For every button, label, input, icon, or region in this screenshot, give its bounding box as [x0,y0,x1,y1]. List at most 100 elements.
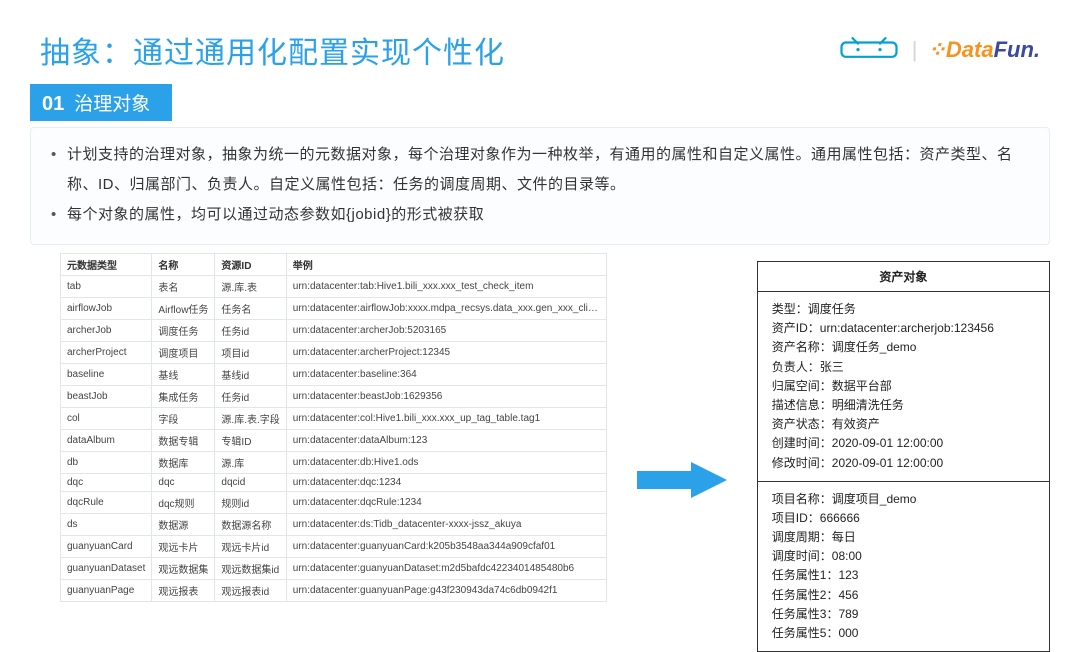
table-cell: 观远数据集 [152,558,215,580]
table-header: 名称 [152,254,215,276]
metadata-table: 元数据类型名称资源ID举例 tab表名源.库.表urn:datacenter:t… [60,253,607,602]
table-cell: archerJob [61,320,152,342]
table-cell: 规则id [215,492,286,514]
table-row: dqcRuledqc规则规则idurn:datacenter:dqcRule:1… [61,492,607,514]
table-cell: 调度项目 [152,342,215,364]
table-cell: urn:datacenter:baseline:364 [286,364,606,386]
table-cell: 数据库 [152,452,215,474]
table-cell: 集成任务 [152,386,215,408]
table-row: airflowJobAirflow任务任务名urn:datacenter:air… [61,298,607,320]
bilibili-logo-icon [836,37,902,64]
logos: | ⁘DataFun. [836,37,1040,64]
table-cell: dataAlbum [61,430,152,452]
table-cell: 源.库.表 [215,276,286,298]
asset-general-props: 类型：调度任务资产ID：urn:datacenter:archerjob:123… [758,292,1049,481]
table-cell: 数据源名称 [215,514,286,536]
table-cell: urn:datacenter:dataAlbum:123 [286,430,606,452]
table-cell: 源.库.表.字段 [215,408,286,430]
table-cell: db [61,452,152,474]
table-row: dataAlbum数据专辑专辑IDurn:datacenter:dataAlbu… [61,430,607,452]
table-cell: urn:datacenter:guanyuanPage:g43f230943da… [286,580,606,602]
table-cell: urn:datacenter:guanyuanDataset:m2d5bafdc… [286,558,606,580]
asset-prop-line: 描述信息：明细清洗任务 [772,396,1035,415]
asset-prop-line: 任务属性2：456 [772,586,1035,605]
asset-prop-line: 任务属性1：123 [772,566,1035,585]
asset-prop-line: 资产名称：调度任务_demo [772,338,1035,357]
table-cell: 基线id [215,364,286,386]
section-header: 01 治理对象 [30,84,172,121]
asset-card: 资产对象 类型：调度任务资产ID：urn:datacenter:archerjo… [757,261,1050,652]
table-cell: urn:datacenter:db:Hive1.ods [286,452,606,474]
table-header: 元数据类型 [61,254,152,276]
table-row: guanyuanPage观远报表观远报表idurn:datacenter:gua… [61,580,607,602]
asset-prop-line: 负责人：张三 [772,358,1035,377]
asset-prop-line: 项目ID：666666 [772,509,1035,528]
table-cell: ds [61,514,152,536]
table-cell: airflowJob [61,298,152,320]
table-cell: dqc [61,474,152,492]
table-cell: urn:datacenter:col:Hive1.bili_xxx.xxx_up… [286,408,606,430]
asset-prop-line: 创建时间：2020-09-01 12:00:00 [772,434,1035,453]
asset-prop-line: 归属空间：数据平台部 [772,377,1035,396]
table-cell: dqcRule [61,492,152,514]
table-cell: guanyuanDataset [61,558,152,580]
table-row: archerProject调度项目项目idurn:datacenter:arch… [61,342,607,364]
table-cell: 基线 [152,364,215,386]
asset-prop-line: 修改时间：2020-09-01 12:00:00 [772,454,1035,473]
table-cell: 源.库 [215,452,286,474]
asset-prop-line: 调度周期：每日 [772,528,1035,547]
table-cell: 表名 [152,276,215,298]
table-cell: 观远报表 [152,580,215,602]
section-label: 治理对象 [74,89,150,116]
table-cell: baseline [61,364,152,386]
section-number: 01 [42,93,64,116]
table-cell: urn:datacenter:airflowJob:xxxx.mdpa_recs… [286,298,606,320]
asset-prop-line: 类型：调度任务 [772,300,1035,319]
table-cell: dqc [152,474,215,492]
table-cell: guanyuanCard [61,536,152,558]
page-title: 抽象：通过通用化配置实现个性化 [40,28,505,72]
datafun-logo: ⁘DataFun. [927,37,1040,63]
table-row: guanyuanDataset观远数据集观远数据集idurn:datacente… [61,558,607,580]
table-cell: 数据源 [152,514,215,536]
asset-prop-line: 任务属性5：000 [772,624,1035,643]
table-cell: 字段 [152,408,215,430]
asset-prop-line: 资产状态：有效资产 [772,415,1035,434]
table-row: db数据库源.库urn:datacenter:db:Hive1.ods [61,452,607,474]
asset-prop-line: 调度时间：08:00 [772,547,1035,566]
logo-separator: | [912,37,918,63]
table-header: 举例 [286,254,606,276]
table-cell: dqcid [215,474,286,492]
table-cell: archerProject [61,342,152,364]
bullet-item: 每个对象的属性，均可以通过动态参数如{jobid}的形式被获取 [49,200,1031,230]
table-row: tab表名源.库.表urn:datacenter:tab:Hive1.bili_… [61,276,607,298]
table-cell: urn:datacenter:dqcRule:1234 [286,492,606,514]
arrow-icon [637,462,727,503]
table-cell: 任务id [215,386,286,408]
table-cell: 观远数据集id [215,558,286,580]
table-row: guanyuanCard观远卡片观远卡片idurn:datacenter:gua… [61,536,607,558]
table-cell: urn:datacenter:ds:Tidb_datacenter-xxxx-j… [286,514,606,536]
asset-prop-line: 项目名称：调度项目_demo [772,490,1035,509]
table-row: baseline基线基线idurn:datacenter:baseline:36… [61,364,607,386]
table-cell: beastJob [61,386,152,408]
table-cell: 观远卡片 [152,536,215,558]
table-cell: 数据专辑 [152,430,215,452]
table-cell: urn:datacenter:beastJob:1629356 [286,386,606,408]
table-cell: 观远卡片id [215,536,286,558]
table-row: dqcdqcdqcidurn:datacenter:dqc:1234 [61,474,607,492]
bullet-item: 计划支持的治理对象，抽象为统一的元数据对象，每个治理对象作为一种枚举，有通用的属… [49,140,1031,200]
table-row: col字段源.库.表.字段urn:datacenter:col:Hive1.bi… [61,408,607,430]
asset-custom-props: 项目名称：调度项目_demo项目ID：666666调度周期：每日调度时间：08:… [758,481,1049,652]
table-row: beastJob集成任务任务idurn:datacenter:beastJob:… [61,386,607,408]
table-cell: 观远报表id [215,580,286,602]
asset-card-title: 资产对象 [758,262,1049,292]
table-cell: urn:datacenter:archerJob:5203165 [286,320,606,342]
table-cell: guanyuanPage [61,580,152,602]
table-cell: Airflow任务 [152,298,215,320]
table-cell: col [61,408,152,430]
description-panel: 计划支持的治理对象，抽象为统一的元数据对象，每个治理对象作为一种枚举，有通用的属… [30,127,1050,245]
table-cell: 项目id [215,342,286,364]
table-cell: urn:datacenter:archerProject:12345 [286,342,606,364]
table-cell: tab [61,276,152,298]
